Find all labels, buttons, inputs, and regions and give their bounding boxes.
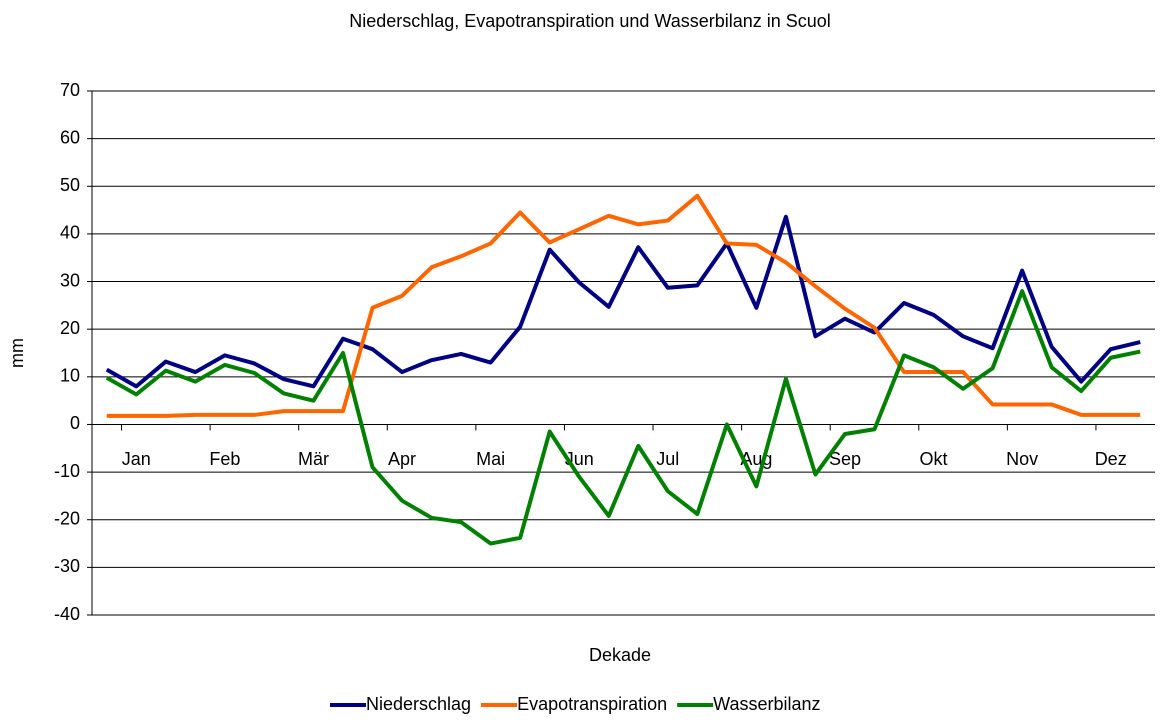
y-tick-label: 30 xyxy=(60,270,80,290)
series-line xyxy=(105,289,1141,546)
x-tick-label: Okt xyxy=(920,449,948,469)
y-tick-label: 60 xyxy=(60,127,80,147)
series-line xyxy=(106,193,1141,418)
x-axis-label: Dekade xyxy=(589,645,651,665)
y-axis-label: mm xyxy=(7,338,27,368)
x-tick-label: Jul xyxy=(656,449,679,469)
series-line xyxy=(105,214,1141,389)
y-tick-label: -40 xyxy=(54,604,80,624)
legend-label: Evapotranspiration xyxy=(517,694,667,714)
legend-label: Wasserbilanz xyxy=(713,694,820,714)
x-tick-label: Feb xyxy=(209,449,240,469)
chart-title: Niederschlag, Evapotranspiration und Was… xyxy=(349,11,831,31)
legend-label: Niederschlag xyxy=(366,694,471,714)
y-tick-label: -30 xyxy=(54,556,80,576)
x-tick-label: Apr xyxy=(388,449,416,469)
y-tick-label: -20 xyxy=(54,508,80,528)
y-tick-label: 0 xyxy=(70,413,80,433)
y-tick-label: -10 xyxy=(54,461,80,481)
x-tick-label: Nov xyxy=(1006,449,1038,469)
x-tick-label: Mai xyxy=(476,449,505,469)
x-tick-label: Dez xyxy=(1095,449,1127,469)
y-tick-label: 50 xyxy=(60,175,80,195)
y-tick-label: 10 xyxy=(60,366,80,386)
y-tick-label: 20 xyxy=(60,318,80,338)
y-tick-label: 70 xyxy=(60,80,80,100)
y-tick-label: 40 xyxy=(60,223,80,243)
x-tick-label: Jan xyxy=(122,449,151,469)
x-tick-label: Sep xyxy=(829,449,861,469)
x-tick-label: Mär xyxy=(298,449,329,469)
